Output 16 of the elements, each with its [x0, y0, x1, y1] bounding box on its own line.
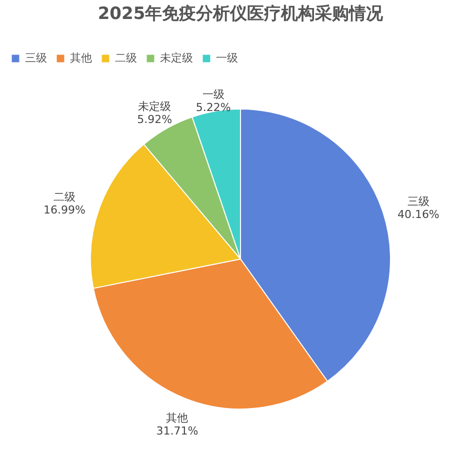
legend-label: 一级: [216, 52, 238, 65]
slice-label: 其他: [166, 411, 188, 424]
slice-label: 二级: [53, 190, 76, 204]
legend-label: 其他: [70, 52, 92, 65]
data-label: 16.99%: [43, 203, 86, 216]
data-label: 5.92%: [137, 112, 172, 126]
legend-label: 未定级: [160, 52, 193, 65]
slice-label: 三级: [407, 195, 430, 208]
slice-label: 未定级: [138, 100, 172, 113]
slice-label: 一级: [202, 88, 224, 101]
legend-label: 二级: [115, 52, 137, 65]
legend-label: 三级: [25, 52, 47, 65]
data-label: 5.22%: [196, 100, 231, 114]
data-label: 31.71%: [156, 424, 198, 438]
chart-title: 2025年免疫分析仪医疗机构采购情况: [98, 4, 384, 24]
data-label: 40.16%: [397, 208, 440, 222]
